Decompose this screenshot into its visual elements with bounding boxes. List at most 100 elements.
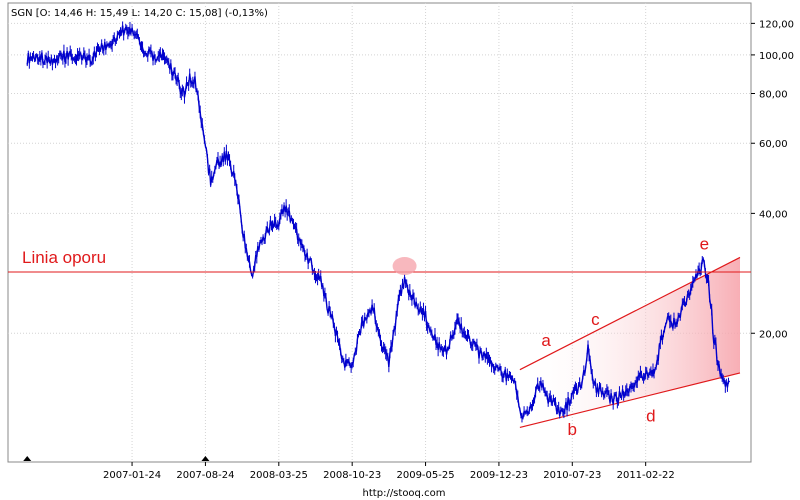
price-segment — [643, 376, 646, 379]
price-segment — [563, 409, 566, 414]
price-segment — [676, 316, 679, 325]
price-segment — [178, 84, 181, 93]
price-segment — [494, 366, 497, 371]
price-segment — [199, 111, 202, 123]
price-segment — [500, 370, 503, 377]
price-segment — [461, 332, 464, 335]
price-segment — [309, 258, 312, 261]
price-segment — [576, 384, 580, 393]
source-link[interactable]: http://stooq.com — [363, 488, 446, 499]
price-segment — [86, 57, 89, 60]
support-touch-marker — [392, 257, 417, 276]
price-segment — [412, 294, 415, 299]
price-segment — [700, 259, 703, 269]
wave-label-a: a — [541, 331, 551, 350]
price-segment — [303, 248, 306, 256]
price-segment — [114, 40, 117, 43]
price-segment — [647, 374, 650, 377]
price-segment — [518, 405, 521, 410]
price-segment — [213, 169, 216, 175]
price-segment — [294, 225, 297, 228]
price-segment — [356, 334, 360, 340]
price-segment — [336, 336, 340, 343]
price-segment — [266, 226, 270, 233]
price-segment — [138, 40, 142, 47]
price-segment — [631, 385, 634, 388]
x-tick-label: 2008-10-23 — [323, 470, 381, 481]
price-segment — [145, 52, 148, 56]
price-segment — [403, 277, 407, 284]
wave-label-b: b — [568, 420, 577, 439]
axis-arrow-marker — [201, 456, 210, 461]
price-segment — [633, 382, 636, 388]
price-segment — [517, 396, 520, 406]
price-segment — [636, 375, 640, 383]
price-segment — [661, 333, 665, 341]
price-segment — [180, 90, 184, 95]
price-segment — [77, 53, 81, 57]
price-segment — [131, 27, 134, 34]
price-segment — [416, 306, 419, 310]
price-segment — [508, 374, 511, 377]
price-segment — [476, 344, 479, 348]
price-segment — [57, 57, 60, 61]
price-segment — [215, 159, 218, 167]
price-segment — [346, 360, 349, 363]
price-segment — [569, 398, 572, 404]
price-segment — [94, 51, 98, 58]
price-segment — [544, 391, 547, 394]
price-segment — [88, 54, 91, 62]
price-segment — [690, 286, 693, 290]
price-segment — [468, 338, 472, 346]
price-segment — [720, 373, 723, 378]
price-segment — [597, 385, 601, 395]
price-segment — [485, 353, 489, 359]
price-segment — [359, 322, 363, 334]
price-segment — [245, 247, 249, 257]
price-segment — [299, 239, 302, 245]
support-line-label: Linia oporu — [22, 248, 106, 267]
price-segment — [375, 325, 378, 328]
price-segment — [533, 391, 537, 400]
price-segment — [655, 359, 658, 368]
price-segment — [688, 289, 692, 296]
price-segment — [251, 269, 255, 277]
price-segment — [524, 411, 527, 414]
price-segment — [585, 356, 588, 366]
y-tick-label: 120,00 — [759, 19, 794, 30]
price-segment — [234, 179, 237, 183]
price-segment — [709, 305, 713, 310]
y-tick-label: 20,00 — [759, 329, 788, 340]
price-segment — [227, 155, 231, 161]
price-segment — [715, 343, 718, 362]
price-segment — [555, 409, 559, 412]
price-segment — [35, 54, 39, 60]
price-segment — [162, 54, 166, 59]
x-tick-label: 2007-01-24 — [103, 470, 161, 481]
price-segment — [549, 396, 553, 401]
price-segment — [442, 348, 446, 353]
price-segment — [409, 290, 412, 298]
price-segment — [325, 297, 328, 309]
price-segment — [707, 280, 711, 299]
price-segment — [248, 261, 252, 271]
price-segment — [621, 389, 625, 397]
price-segment — [311, 269, 314, 272]
price-segment — [703, 263, 707, 273]
price-segment — [269, 220, 273, 226]
price-segment — [445, 348, 449, 355]
axes: 20,00 40,00 60,00 80,00 100,00 120,00 2007-01-… — [23, 19, 794, 481]
price-segment — [70, 54, 73, 60]
price-segment — [434, 334, 437, 345]
price-segment — [90, 60, 93, 64]
price-segment — [351, 362, 354, 366]
price-segment — [339, 351, 343, 360]
price-segment — [328, 305, 331, 313]
price-segment — [685, 293, 689, 302]
y-tick-label: 40,00 — [759, 209, 788, 220]
price-segment — [185, 82, 189, 85]
price-segment — [618, 391, 622, 396]
price-segment — [581, 377, 584, 386]
price-segment — [520, 415, 523, 418]
price-segment — [704, 272, 708, 280]
